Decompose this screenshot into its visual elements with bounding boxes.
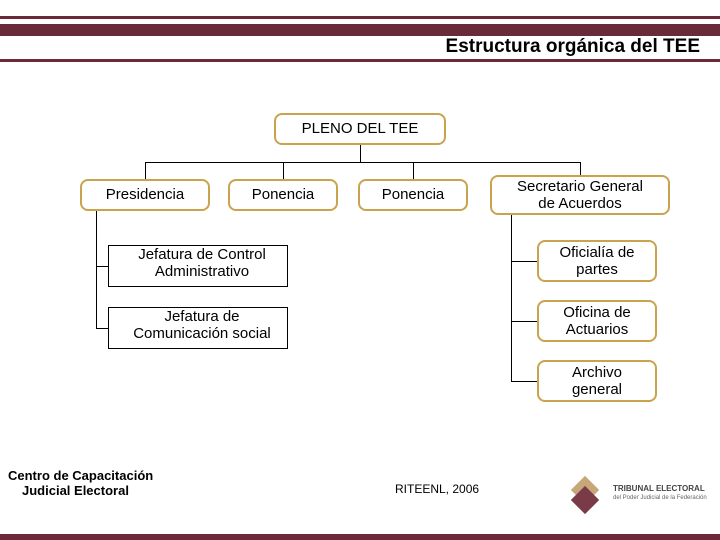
node-label: Jefatura de Control: [138, 246, 266, 263]
footer-source: RITEENL, 2006: [395, 482, 479, 496]
node-jcontrol: Jefatura de ControlAdministrativo: [108, 245, 288, 287]
node-label: Comunicación social: [133, 325, 271, 342]
footer-logo-title1: TRIBUNAL ELECTORAL: [613, 484, 705, 493]
node-ofpartes: Oficialía departes: [537, 240, 657, 282]
footer-centro-line1: Centro de Capacitación: [8, 468, 153, 483]
connector: [580, 162, 581, 175]
connector: [96, 211, 97, 328]
footer-logo-title2: del Poder Judicial de la Federación: [613, 495, 707, 501]
connector: [145, 162, 146, 179]
page-title: Estructura orgánica del TEE: [446, 36, 700, 58]
node-pleno: PLENO DEL TEE: [274, 113, 446, 145]
node-label: de Acuerdos: [538, 195, 621, 212]
node-secgen: Secretario Generalde Acuerdos: [490, 175, 670, 215]
node-ofact: Oficina deActuarios: [537, 300, 657, 342]
node-ponencia1: Ponencia: [228, 179, 338, 211]
connector: [283, 162, 284, 179]
header-bar: [0, 59, 720, 62]
header-bar: [0, 16, 720, 19]
node-jcom: Jefatura deComunicación social: [108, 307, 288, 349]
footer-logo: TRIBUNAL ELECTORAL del Poder Judicial de…: [563, 476, 708, 524]
connector: [96, 266, 108, 267]
node-label: Ponencia: [382, 186, 445, 203]
node-label: Actuarios: [566, 321, 629, 338]
node-label: Archivo: [572, 364, 622, 381]
node-presidencia: Presidencia: [80, 179, 210, 211]
footer-bar: [0, 534, 720, 540]
node-label: Ponencia: [252, 186, 315, 203]
connector: [511, 321, 537, 322]
footer-centro: Centro de Capacitación Judicial Electora…: [8, 468, 153, 498]
node-label: Oficialía de: [559, 244, 634, 261]
footer-centro-line2: Judicial Electoral: [8, 483, 153, 498]
node-label: PLENO DEL TEE: [302, 120, 419, 137]
connector: [145, 162, 580, 163]
connector: [413, 162, 414, 179]
connector: [511, 261, 537, 262]
node-label: Jefatura de: [164, 308, 239, 325]
node-label: Presidencia: [106, 186, 184, 203]
node-label: general: [572, 381, 622, 398]
node-ponencia2: Ponencia: [358, 179, 468, 211]
node-label: Oficina de: [563, 304, 631, 321]
connector: [511, 215, 512, 381]
node-label: Secretario General: [517, 178, 643, 195]
node-archivo: Archivogeneral: [537, 360, 657, 402]
node-label: Administrativo: [155, 263, 249, 280]
node-label: partes: [576, 261, 618, 278]
tribunal-logo-icon: [561, 476, 609, 524]
connector: [511, 381, 537, 382]
connector: [96, 328, 108, 329]
header-bar: [0, 24, 720, 36]
connector: [360, 145, 361, 162]
